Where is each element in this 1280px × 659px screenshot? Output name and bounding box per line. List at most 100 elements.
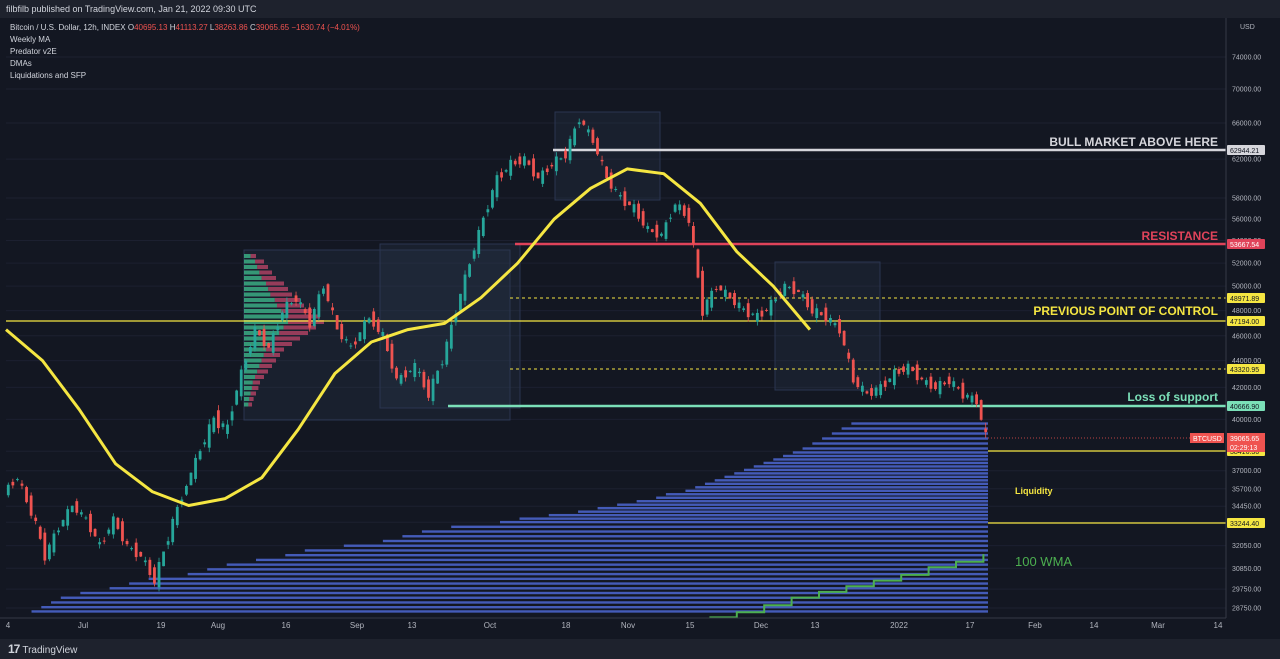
candle-body <box>847 352 851 359</box>
candle-body <box>303 309 307 314</box>
ma-line <box>5 167 812 507</box>
liquidity-bar-1 <box>41 606 988 609</box>
volume-bar-green-4 <box>244 276 262 280</box>
candle-body <box>381 331 385 336</box>
candle-body <box>947 376 951 385</box>
liquidity-bar-14 <box>343 544 989 547</box>
candle-body <box>596 138 599 155</box>
volume-bar-green-18 <box>244 353 264 357</box>
candle-body <box>682 205 686 216</box>
candle-body <box>892 369 896 386</box>
volume-bar-red-2 <box>257 265 268 269</box>
wma-label: 100 WMA <box>1015 554 1073 569</box>
price-tick-13: 48000.00 <box>1232 308 1261 315</box>
candle-body <box>459 293 462 311</box>
liquidity-bar-35 <box>753 465 988 468</box>
range-box-2 <box>774 261 881 391</box>
candle-body <box>541 170 545 184</box>
candle-body <box>276 326 280 331</box>
candle-body <box>385 334 389 352</box>
candle-body <box>413 363 417 378</box>
candle-body <box>267 343 271 348</box>
indicator-liquidations[interactable]: Liquidations and SFP <box>10 71 87 80</box>
candle-body <box>203 442 207 445</box>
candle-body <box>258 330 261 336</box>
candle-body <box>851 359 855 383</box>
price-tag-bg-resistance <box>1227 239 1265 250</box>
candle-body <box>463 274 467 301</box>
candle-body <box>829 318 832 323</box>
liquidity-bar-18 <box>451 525 988 529</box>
candle-body <box>130 548 134 550</box>
candle-body <box>299 302 302 305</box>
liquidity-bar-20 <box>519 517 988 520</box>
close-value: 39065.65 <box>255 23 290 32</box>
close-label: C <box>249 23 256 32</box>
indicator-predator[interactable]: Predator v2E <box>10 47 57 56</box>
liquidity-bar-26 <box>656 496 988 499</box>
candle-body <box>445 341 449 365</box>
tv-icon: 17 <box>8 642 20 656</box>
volume-bar-red-6 <box>268 287 288 291</box>
price-tick-22: 74000.00 <box>1232 55 1261 62</box>
candle-body <box>326 284 330 302</box>
candle-body <box>586 129 590 133</box>
volume-bar-green-15 <box>244 336 275 341</box>
candle-body <box>29 495 33 516</box>
price-tag-poc_dashed: 48971.89 <box>1230 296 1259 303</box>
volume-bar-red-1 <box>255 259 264 264</box>
volume-bar-green-14 <box>244 331 280 335</box>
time-tick-12: 13 <box>811 621 820 630</box>
volume-bar-red-13 <box>283 325 316 330</box>
candle-body <box>427 379 430 398</box>
price-tick-9: 40000.00 <box>1232 417 1261 424</box>
price-tick-20: 66000.00 <box>1232 121 1261 128</box>
candle-body <box>157 562 161 588</box>
candle-body <box>664 222 668 239</box>
price-axis[interactable]: USD28750.0029750.0030850.0032050.0033300… <box>988 18 1280 619</box>
candle-body <box>399 375 403 384</box>
candle-body <box>504 170 508 172</box>
volume-bar-red-22 <box>255 375 264 379</box>
candles <box>6 118 988 592</box>
price-tick-7: 37000.00 <box>1232 468 1261 475</box>
candle-body <box>102 540 106 542</box>
candle-body <box>870 388 873 396</box>
volume-bar-green-24 <box>244 386 252 390</box>
candle-body <box>600 159 604 162</box>
footer-bar: 17 TradingView <box>0 639 1280 659</box>
candle-body <box>372 311 376 327</box>
range-box-1 <box>554 111 661 201</box>
candle-body <box>363 321 366 340</box>
volume-bar-red-24 <box>251 386 259 390</box>
tradingview-logo[interactable]: 17 TradingView <box>8 642 77 658</box>
volume-bar-green-8 <box>244 298 275 302</box>
liquidity-bar-11 <box>256 558 988 562</box>
liquidity-bar-39 <box>792 451 988 454</box>
indicator-weekly-ma[interactable]: Weekly MA <box>10 35 51 44</box>
candle-body <box>979 400 983 420</box>
volume-bar-red-9 <box>277 303 304 308</box>
candle-body <box>783 283 787 296</box>
candle-body <box>93 528 97 537</box>
candle-body <box>806 293 809 308</box>
candle-body <box>591 129 595 143</box>
price-tag-bg-poc_dashed <box>1227 293 1265 304</box>
time-axis[interactable]: 4 Jul 19 Aug 16 Sep 13 Oct 18 Nov 15 Dec 13 2022 17 Feb… <box>0 617 1280 639</box>
liquidity-bar-16 <box>402 535 988 538</box>
candle-body <box>20 483 24 486</box>
candle-body <box>705 299 709 315</box>
low-value: 38263.86 <box>214 23 248 32</box>
liquidity-bar-31 <box>714 479 988 482</box>
candle-body <box>38 526 42 539</box>
liquidity-bar-41 <box>812 442 988 445</box>
candle-body <box>139 551 143 557</box>
candle-body <box>577 122 581 125</box>
time-tick-15: Feb <box>1028 621 1042 630</box>
price-tick-6: 35700.00 <box>1232 486 1261 493</box>
price-tick-14: 50000.00 <box>1232 284 1261 291</box>
high-value: 41113.27 <box>175 23 208 32</box>
price-chart[interactable]: USD28750.0029750.0030850.0032050.0033300… <box>0 18 1280 639</box>
liquidity-bar-25 <box>636 500 988 503</box>
indicator-dmas[interactable]: DMAs <box>10 59 32 68</box>
